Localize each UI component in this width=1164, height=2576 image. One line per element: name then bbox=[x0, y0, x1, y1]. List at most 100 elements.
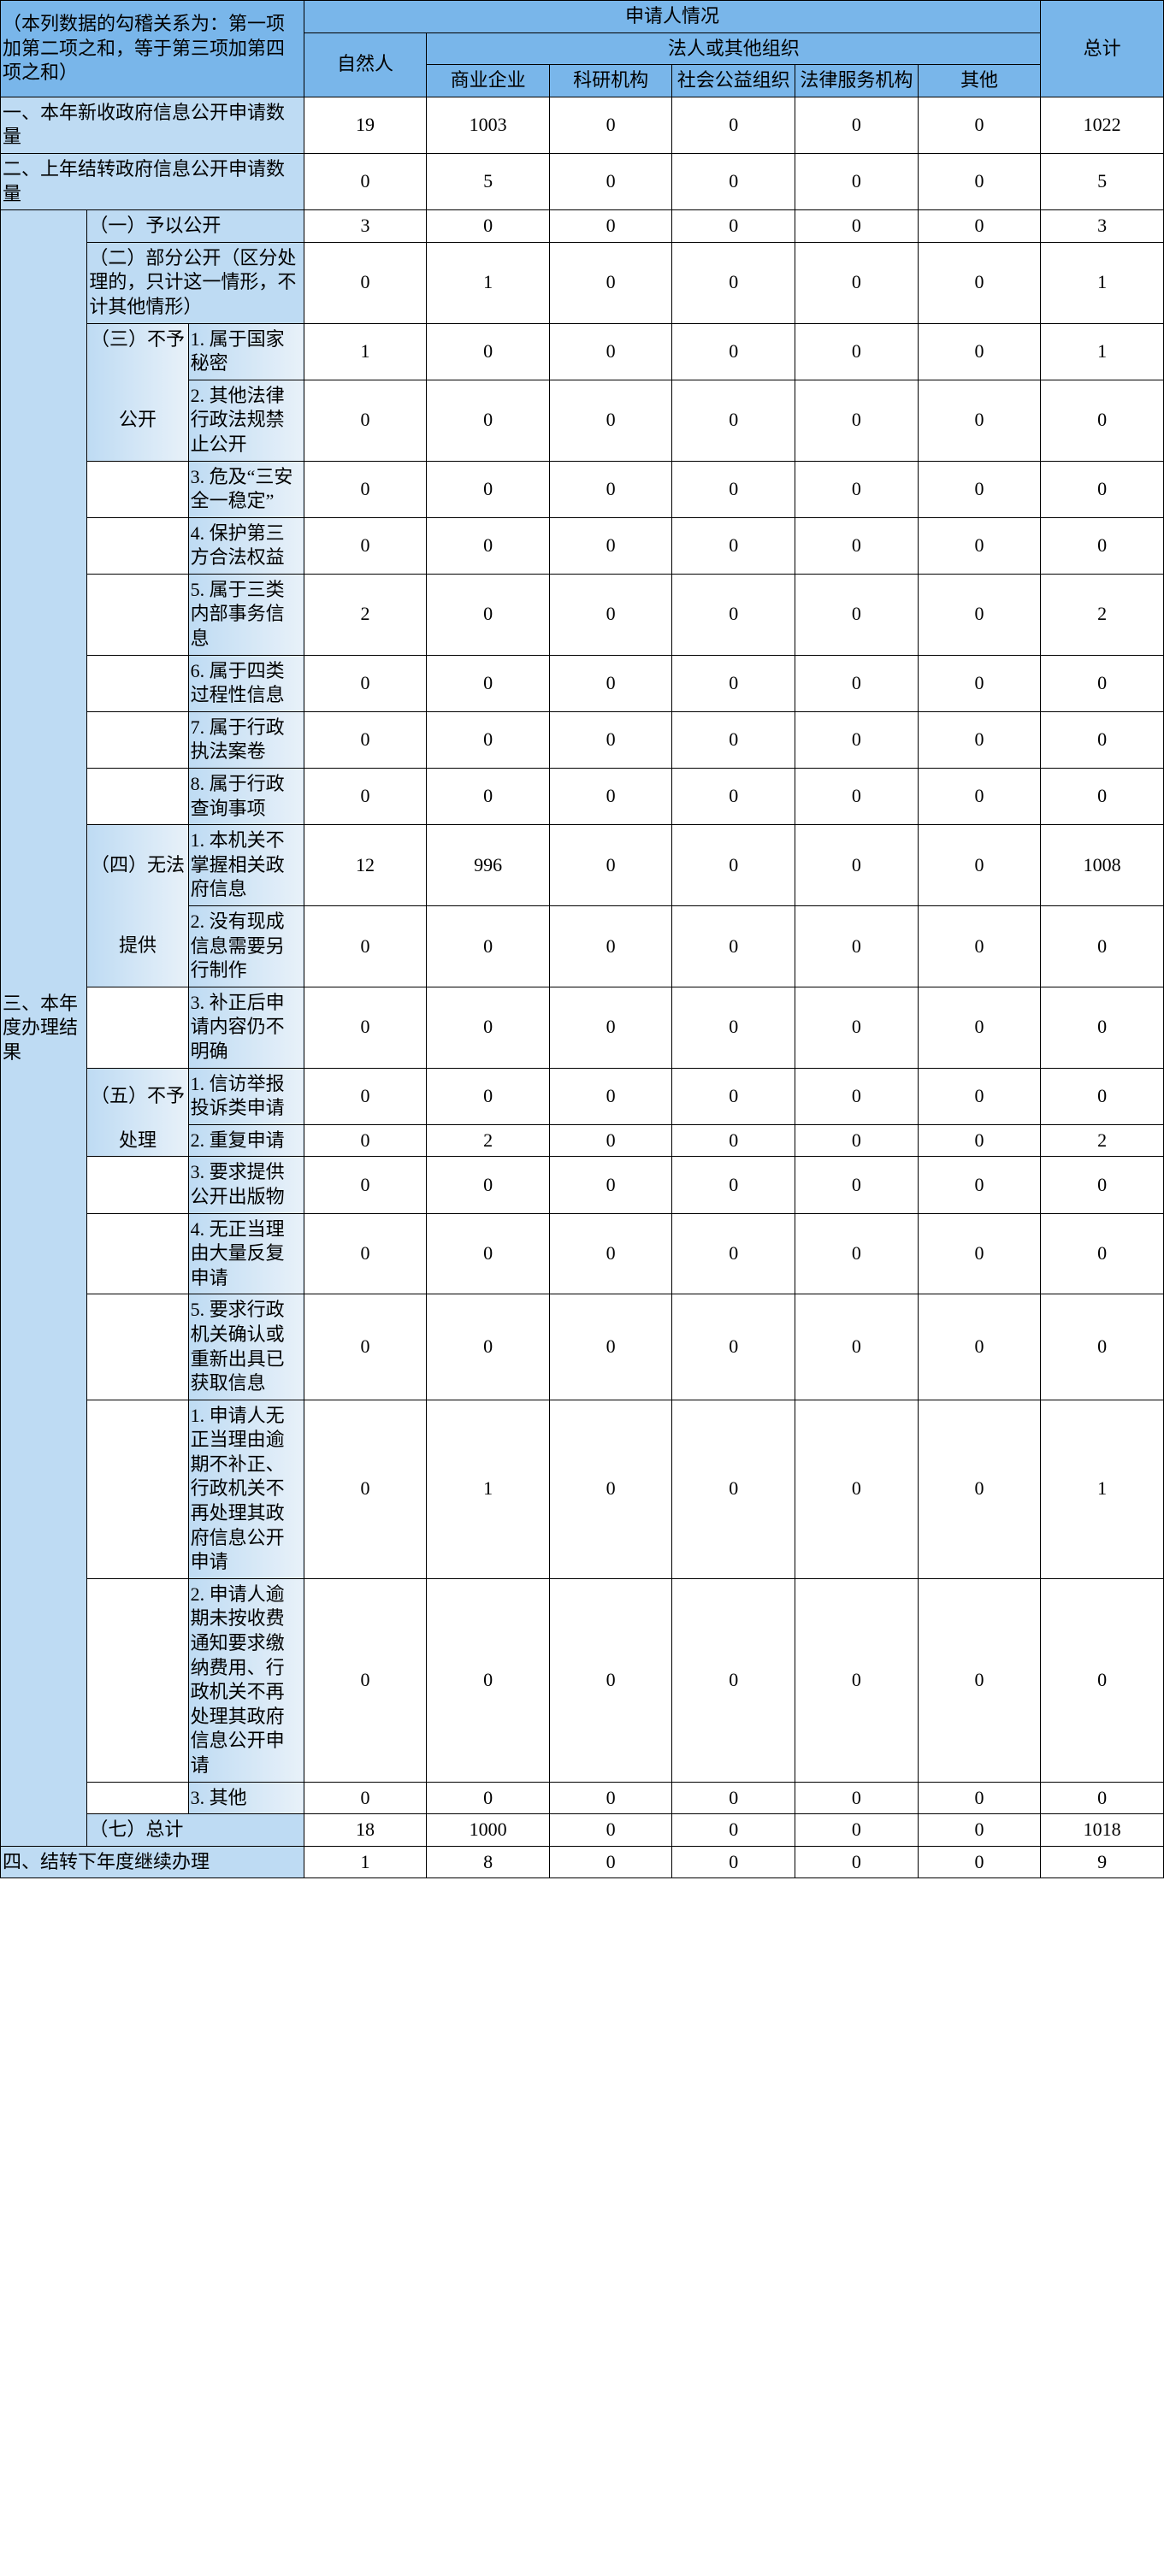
cell: 0 bbox=[304, 153, 427, 209]
cell: 0 bbox=[795, 1578, 919, 1782]
cell: 0 bbox=[1041, 1068, 1164, 1124]
cell: 0 bbox=[795, 987, 919, 1068]
cell: 0 bbox=[1041, 711, 1164, 768]
row3f2-label: 2. 申请人逾期未按收费通知要求缴纳费用、行政机关不再处理其政府信息公开申请 bbox=[188, 1578, 304, 1782]
cell: 0 bbox=[427, 517, 550, 574]
header-legal-sub-4: 其他 bbox=[918, 65, 1041, 97]
cell: 0 bbox=[304, 242, 427, 323]
row3g-label: （七）总计 bbox=[87, 1814, 304, 1847]
cell: 0 bbox=[549, 574, 672, 655]
row3d-side: （四）无法 bbox=[87, 825, 188, 906]
cell: 0 bbox=[549, 1578, 672, 1782]
cell: 3 bbox=[1041, 210, 1164, 243]
cell: 0 bbox=[304, 1578, 427, 1782]
cell: 0 bbox=[1041, 769, 1164, 825]
cell: 0 bbox=[549, 1068, 672, 1124]
cell: 0 bbox=[549, 987, 672, 1068]
cell: 0 bbox=[918, 906, 1041, 987]
cell: 1000 bbox=[427, 1814, 550, 1847]
row3c2-label: 2. 其他法律行政法规禁止公开 bbox=[188, 380, 304, 461]
blank-cell bbox=[87, 1400, 188, 1578]
cell: 0 bbox=[549, 97, 672, 153]
blank-cell bbox=[87, 1782, 188, 1814]
row3c6-label: 6. 属于四类过程性信息 bbox=[188, 655, 304, 711]
cell: 0 bbox=[549, 711, 672, 768]
cell: 0 bbox=[918, 825, 1041, 906]
header-corner-note: （本列数据的勾稽关系为：第一项加第二项之和，等于第三项加第四项之和） bbox=[1, 1, 304, 97]
cell: 0 bbox=[672, 655, 795, 711]
cell: 0 bbox=[672, 769, 795, 825]
cell: 0 bbox=[427, 210, 550, 243]
cell: 0 bbox=[918, 153, 1041, 209]
cell: 0 bbox=[304, 655, 427, 711]
header-legal-sub-2: 社会公益组织 bbox=[672, 65, 795, 97]
row3b-label: （二）部分公开（区分处理的，只计这一情形，不计其他情形） bbox=[87, 242, 304, 323]
cell: 0 bbox=[427, 711, 550, 768]
data-table: （本列数据的勾稽关系为：第一项加第二项之和，等于第三项加第四项之和） 申请人情况… bbox=[0, 0, 1164, 1878]
cell: 0 bbox=[304, 1294, 427, 1400]
cell: 0 bbox=[1041, 380, 1164, 461]
row3e2-label: 2. 重复申请 bbox=[188, 1124, 304, 1157]
cell: 0 bbox=[427, 769, 550, 825]
cell: 0 bbox=[672, 517, 795, 574]
cell: 0 bbox=[549, 906, 672, 987]
cell: 0 bbox=[1041, 517, 1164, 574]
cell: 0 bbox=[549, 323, 672, 380]
blank-cell bbox=[87, 517, 188, 574]
cell: 0 bbox=[549, 1157, 672, 1213]
cell: 0 bbox=[304, 461, 427, 517]
cell: 0 bbox=[304, 517, 427, 574]
cell: 0 bbox=[795, 461, 919, 517]
header-legal-sub-3: 法律服务机构 bbox=[795, 65, 919, 97]
cell: 0 bbox=[795, 323, 919, 380]
cell: 0 bbox=[918, 1157, 1041, 1213]
cell: 1 bbox=[427, 1400, 550, 1578]
row3e4-label: 4. 无正当理由大量反复申请 bbox=[188, 1213, 304, 1294]
row3f3-label: 3. 其他 bbox=[188, 1782, 304, 1814]
cell: 0 bbox=[795, 517, 919, 574]
cell: 2 bbox=[427, 1124, 550, 1157]
cell: 0 bbox=[795, 242, 919, 323]
cell: 1008 bbox=[1041, 825, 1164, 906]
row3c1-label: 1. 属于国家秘密 bbox=[188, 323, 304, 380]
cell: 1 bbox=[1041, 242, 1164, 323]
cell: 1022 bbox=[1041, 97, 1164, 153]
cell: 0 bbox=[549, 153, 672, 209]
cell: 0 bbox=[795, 906, 919, 987]
cell: 0 bbox=[672, 242, 795, 323]
cell: 0 bbox=[795, 210, 919, 243]
cell: 0 bbox=[672, 153, 795, 209]
cell: 0 bbox=[672, 1068, 795, 1124]
row3d1-label: 1. 本机关不掌握相关政府信息 bbox=[188, 825, 304, 906]
header-total: 总计 bbox=[1041, 1, 1164, 97]
cell: 0 bbox=[672, 1846, 795, 1878]
cell: 0 bbox=[427, 380, 550, 461]
cell: 0 bbox=[549, 1213, 672, 1294]
cell: 0 bbox=[795, 825, 919, 906]
cell: 0 bbox=[427, 574, 550, 655]
cell: 0 bbox=[918, 711, 1041, 768]
cell: 0 bbox=[549, 825, 672, 906]
cell: 0 bbox=[304, 769, 427, 825]
row3e3-label: 3. 要求提供公开出版物 bbox=[188, 1157, 304, 1213]
cell: 0 bbox=[427, 461, 550, 517]
cell: 0 bbox=[672, 1213, 795, 1294]
cell: 0 bbox=[427, 987, 550, 1068]
cell: 0 bbox=[918, 1782, 1041, 1814]
row3c3-label: 3. 危及“三安全一稳定” bbox=[188, 461, 304, 517]
cell: 0 bbox=[427, 1578, 550, 1782]
cell: 1 bbox=[1041, 1400, 1164, 1578]
row3e5-label: 5. 要求行政机关确认或重新出具已获取信息 bbox=[188, 1294, 304, 1400]
cell: 5 bbox=[1041, 153, 1164, 209]
cell: 3 bbox=[304, 210, 427, 243]
cell: 0 bbox=[427, 1294, 550, 1400]
cell: 0 bbox=[918, 1846, 1041, 1878]
cell: 0 bbox=[795, 1213, 919, 1294]
cell: 0 bbox=[427, 1157, 550, 1213]
cell: 12 bbox=[304, 825, 427, 906]
cell: 0 bbox=[918, 242, 1041, 323]
cell: 0 bbox=[918, 1124, 1041, 1157]
cell: 1003 bbox=[427, 97, 550, 153]
cell: 0 bbox=[795, 1814, 919, 1847]
cell: 0 bbox=[304, 1400, 427, 1578]
